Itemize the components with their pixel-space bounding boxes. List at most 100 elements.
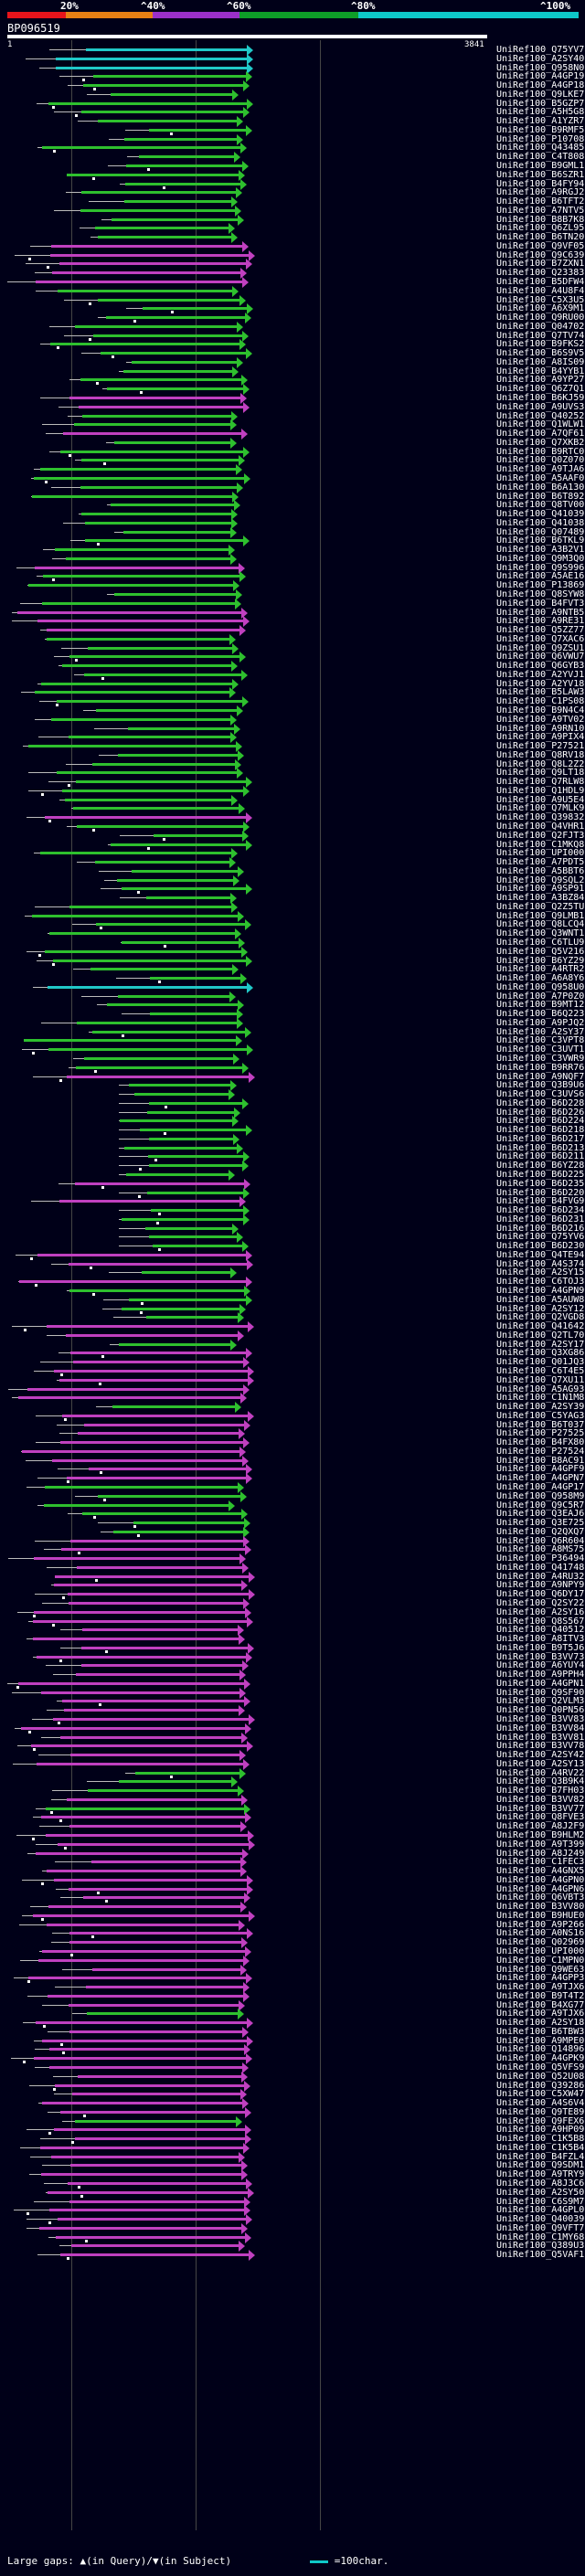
hit-label[interactable]: UniRef100_A7PDT5: [496, 857, 585, 867]
hit-bar[interactable]: [81, 459, 239, 461]
hit-bar[interactable]: [34, 477, 244, 480]
hit-bar[interactable]: [114, 441, 230, 444]
hit-bar[interactable]: [60, 1736, 241, 1739]
hit-label[interactable]: UniRef100_Q75YV7: [496, 45, 585, 55]
hit-bar[interactable]: [42, 1950, 245, 1953]
hit-bar[interactable]: [42, 146, 240, 149]
hit-label[interactable]: UniRef100_A2SY12: [496, 1304, 585, 1314]
hit-bar[interactable]: [59, 262, 246, 265]
hit-bar[interactable]: [48, 1995, 243, 1998]
hit-bar[interactable]: [67, 174, 239, 176]
hit-label[interactable]: UniRef100_B9T5J6: [496, 1643, 585, 1653]
hit-bar[interactable]: [124, 200, 231, 203]
hit-label[interactable]: UniRef100_B9RR76: [496, 1063, 585, 1073]
hit-bar[interactable]: [28, 584, 233, 587]
hit-bar[interactable]: [77, 1022, 237, 1024]
hit-label[interactable]: UniRef100_A2YVJ1: [496, 670, 585, 680]
hit-bar[interactable]: [42, 602, 235, 605]
hit-bar[interactable]: [33, 1620, 247, 1623]
hit-bar[interactable]: [18, 1682, 244, 1685]
hit-bar[interactable]: [60, 1441, 243, 1444]
hit-label[interactable]: UniRef100_A9PIX4: [496, 732, 585, 742]
hit-bar[interactable]: [91, 1860, 240, 1863]
hit-label[interactable]: UniRef100_B6D218: [496, 1125, 585, 1135]
hit-bar[interactable]: [87, 2012, 238, 2015]
hit-bar[interactable]: [47, 1870, 240, 1872]
hit-label[interactable]: UniRef100_A4S6V4: [496, 2098, 585, 2108]
hit-bar[interactable]: [53, 959, 246, 962]
hit-label[interactable]: UniRef100_Q4TE94: [496, 1250, 585, 1260]
hit-bar[interactable]: [69, 397, 240, 399]
hit-bar[interactable]: [40, 852, 231, 854]
hit-bar[interactable]: [41, 2173, 241, 2176]
hit-bar[interactable]: [90, 968, 232, 970]
hit-label[interactable]: UniRef100_Q41642: [496, 1321, 585, 1331]
hit-label[interactable]: UniRef100_Q5ZZ77: [496, 625, 585, 635]
hit-label[interactable]: UniRef100_B3VV83: [496, 1714, 585, 1724]
hit-label[interactable]: UniRef100_Q1WLW1: [496, 419, 585, 429]
hit-label[interactable]: UniRef100_B5LAW3: [496, 687, 585, 697]
hit-label[interactable]: UniRef100_A9RN10: [496, 724, 585, 734]
hit-label[interactable]: UniRef100_C6TOJ3: [496, 1277, 585, 1287]
hit-label[interactable]: UniRef100_B9N4C4: [496, 705, 585, 716]
hit-bar[interactable]: [36, 281, 242, 283]
hit-bar[interactable]: [82, 415, 231, 418]
hit-bar[interactable]: [62, 664, 231, 667]
hit-label[interactable]: UniRef100_Q7XKB2: [496, 438, 585, 448]
hit-label[interactable]: UniRef100_Q39832: [496, 812, 585, 822]
hit-label[interactable]: UniRef100_P27524: [496, 1447, 585, 1457]
hit-label[interactable]: UniRef100_A9P266: [496, 1920, 585, 1930]
hit-label[interactable]: UniRef100_Q3B9U6: [496, 1080, 585, 1090]
hit-label[interactable]: UniRef100_Q3E725: [496, 1518, 585, 1528]
hit-bar[interactable]: [111, 93, 232, 96]
hit-label[interactable]: UniRef100_Q9ZSU1: [496, 643, 585, 653]
hit-label[interactable]: UniRef100_Q7MLK9: [496, 803, 585, 813]
hit-bar[interactable]: [37, 1656, 246, 1659]
hit-bar[interactable]: [46, 1834, 248, 1837]
hit-bar[interactable]: [59, 1200, 239, 1203]
hit-bar[interactable]: [55, 548, 229, 551]
hit-bar[interactable]: [33, 1638, 239, 1640]
hit-bar[interactable]: [147, 1192, 243, 1194]
hit-label[interactable]: UniRef100_A9NQF7: [496, 1072, 585, 1082]
hit-label[interactable]: UniRef100_A5AUW8: [496, 1295, 585, 1305]
hit-label[interactable]: UniRef100_Q3EAJ6: [496, 1509, 585, 1519]
hit-bar[interactable]: [76, 780, 246, 783]
hit-label[interactable]: UniRef100_Q9M3Q0: [496, 554, 585, 564]
hit-bar[interactable]: [49, 2066, 242, 2069]
hit-label[interactable]: UniRef100_B6D220: [496, 1188, 585, 1198]
hit-label[interactable]: UniRef100_B4FZL4: [496, 2152, 585, 2162]
hit-bar[interactable]: [148, 1155, 243, 1158]
hit-label[interactable]: UniRef100_A6X9M1: [496, 303, 585, 313]
hit-bar[interactable]: [129, 1084, 230, 1087]
hit-bar[interactable]: [56, 58, 247, 60]
hit-label[interactable]: UniRef100_Q8FVE3: [496, 1812, 585, 1822]
hit-label[interactable]: UniRef100_A5H5G8: [496, 107, 585, 117]
hit-label[interactable]: UniRef100_B3VV82: [496, 1795, 585, 1805]
hit-bar[interactable]: [126, 164, 242, 167]
hit-label[interactable]: UniRef100_A4RU32: [496, 1572, 585, 1582]
hit-label[interactable]: UniRef100_Q6Z7Q1: [496, 384, 585, 394]
hit-bar[interactable]: [21, 1727, 245, 1730]
hit-label[interactable]: UniRef100_A5AG93: [496, 1384, 585, 1394]
hit-label[interactable]: UniRef100_B6TN20: [496, 232, 585, 242]
hit-bar[interactable]: [69, 1289, 244, 1292]
hit-bar[interactable]: [62, 1415, 248, 1417]
hit-label[interactable]: UniRef100_A9NPY9: [496, 1580, 585, 1590]
hit-bar[interactable]: [150, 977, 240, 980]
hit-label[interactable]: UniRef100_B6YZ29: [496, 956, 585, 966]
hit-label[interactable]: UniRef100_Q9VFT7: [496, 2223, 585, 2233]
hit-label[interactable]: UniRef100_B3VV78: [496, 1741, 585, 1751]
hit-bar[interactable]: [18, 1396, 240, 1399]
hit-bar[interactable]: [58, 1843, 249, 1846]
hit-bar[interactable]: [139, 155, 234, 158]
hit-label[interactable]: UniRef100_B5DFW4: [496, 277, 585, 287]
hit-label[interactable]: UniRef100_A9SP91: [496, 884, 585, 894]
hit-bar[interactable]: [39, 2227, 241, 2230]
hit-label[interactable]: UniRef100_A4GPN1: [496, 1679, 585, 1689]
hit-bar[interactable]: [44, 1504, 229, 1507]
hit-bar[interactable]: [73, 807, 239, 810]
hit-label[interactable]: UniRef100_Q9WE63: [496, 1965, 585, 1975]
hit-bar[interactable]: [81, 1664, 242, 1667]
hit-label[interactable]: UniRef100_A3B2V1: [496, 545, 585, 555]
